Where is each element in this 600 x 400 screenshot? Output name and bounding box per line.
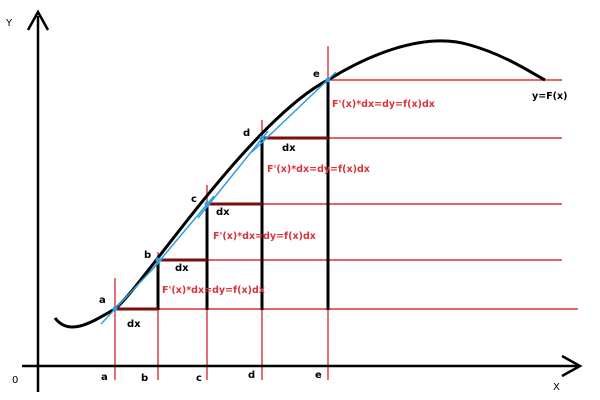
- dx-steps: [115, 136, 328, 311]
- x-tick-a: a: [101, 372, 108, 383]
- horizontal-guides: [115, 79, 578, 310]
- tangent-d: [251, 71, 337, 153]
- axes: [22, 9, 583, 392]
- x-axis-arrow: [561, 354, 583, 378]
- equation-c: F'(x)*dx=dy=f(x)dx: [267, 164, 370, 175]
- point-e: [325, 77, 331, 83]
- point-a: [112, 306, 118, 312]
- dx-label-a: dx: [127, 319, 141, 330]
- point-b: [155, 257, 161, 263]
- x-tick-b: b: [141, 373, 148, 384]
- vertical-bars: [156, 82, 330, 310]
- point-label-d: d: [243, 128, 250, 139]
- equation-a: F'(x)*dx=dy=f(x)dx: [162, 285, 265, 296]
- x-tick-d: d: [248, 370, 255, 381]
- x-tick-c: c: [196, 373, 202, 384]
- dx-label-b: dx: [175, 263, 189, 274]
- point-label-b: b: [144, 250, 151, 261]
- y-axis-arrow: [26, 9, 50, 31]
- point-label-a: a: [99, 295, 106, 306]
- x-axis-label: X: [553, 382, 560, 393]
- curve-label: y=F(x): [532, 91, 567, 102]
- equation-d: F'(x)*dx=dy=f(x)dx: [332, 99, 435, 110]
- tangent-lines: [100, 71, 337, 325]
- origin-label: 0: [12, 375, 18, 386]
- curve-F: [53, 39, 546, 329]
- y-axis-label: Y: [5, 18, 13, 29]
- equation-b: F'(x)*dx=dy=f(x)dx: [213, 231, 316, 242]
- dx-label-c: dx: [216, 207, 230, 218]
- tangent-c: [197, 130, 269, 219]
- curve-points: [112, 77, 331, 312]
- point-d: [259, 135, 265, 141]
- point-label-e: e: [313, 69, 320, 80]
- dx-label-d: dx: [282, 143, 296, 154]
- point-c: [204, 201, 210, 207]
- x-tick-e: e: [315, 370, 322, 381]
- tangent-b: [149, 195, 215, 273]
- point-label-c: c: [191, 194, 197, 205]
